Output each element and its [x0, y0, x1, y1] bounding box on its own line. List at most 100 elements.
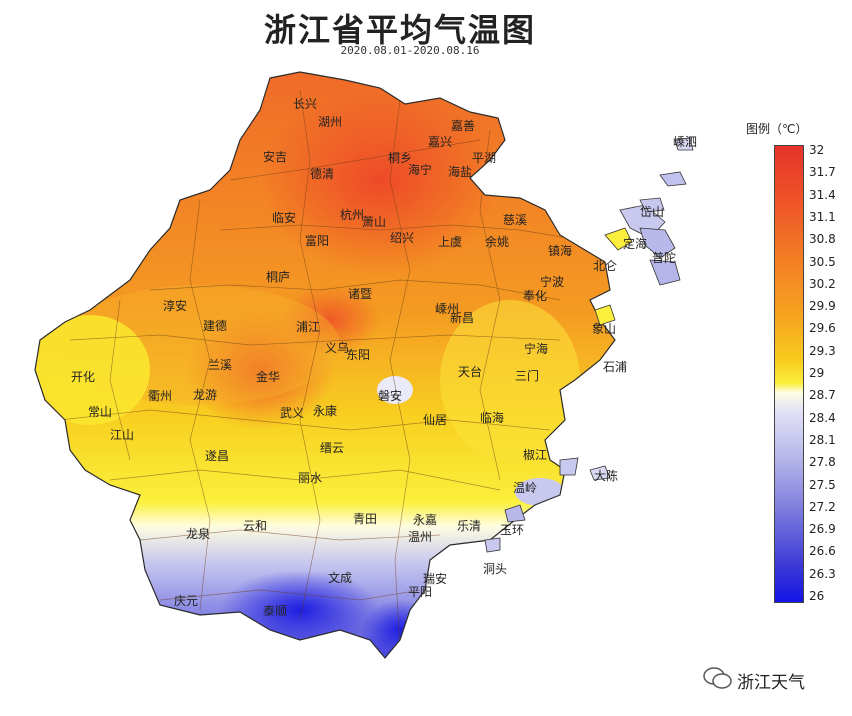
- city-label: 磐安: [378, 388, 402, 403]
- city-label: 德清: [310, 166, 334, 181]
- city-label: 泰顺: [263, 604, 287, 618]
- city-label: 新昌: [450, 310, 474, 325]
- city-label: 镇海: [548, 243, 572, 258]
- city-label: 衢州: [148, 389, 172, 403]
- city-label: 宁波: [540, 274, 564, 289]
- city-label: 平湖: [472, 150, 496, 165]
- city-label: 诸暨: [348, 287, 372, 301]
- city-label: 永康: [313, 403, 337, 418]
- city-label: 开化: [71, 370, 95, 384]
- legend-tick-label: 29: [809, 366, 825, 380]
- county-borders: [59, 89, 581, 651]
- city-label: 椒江: [523, 448, 547, 462]
- city-label: 定海: [623, 236, 647, 251]
- city-label: 桐庐: [266, 269, 290, 284]
- legend-tick-label: 30.5: [809, 254, 836, 269]
- city-label: 大陈: [594, 468, 618, 483]
- legend-tick-label: 26.6: [809, 544, 836, 559]
- legend-tick-label: 26.3: [809, 566, 836, 581]
- city-label: 建德: [203, 318, 227, 333]
- city-label: 海盐: [448, 164, 472, 179]
- city-label: 嘉善: [451, 118, 475, 133]
- city-label: 温州: [408, 530, 432, 544]
- city-label: 永嘉: [413, 513, 437, 527]
- city-label: 岱山: [640, 205, 664, 219]
- city-label: 乐清: [457, 519, 481, 533]
- legend-tick-label: 31.4: [809, 187, 836, 202]
- city-label: 平阳: [408, 585, 432, 599]
- city-label: 龙泉: [186, 527, 210, 541]
- city-label: 淳安: [163, 298, 187, 313]
- city-label: 石浦: [603, 360, 627, 374]
- city-label: 义乌: [325, 340, 349, 355]
- city-label: 普陀: [652, 250, 676, 265]
- legend-title: 图例（℃）: [746, 122, 808, 136]
- city-label: 青田: [353, 512, 377, 526]
- city-label: 海宁: [408, 162, 432, 177]
- city-label: 兰溪: [208, 358, 232, 372]
- city-label: 嘉兴: [428, 135, 452, 149]
- wechat-icon: [703, 667, 732, 689]
- legend-tick-label: 28.1: [809, 432, 836, 447]
- city-label: 浦江: [296, 320, 320, 334]
- city-label: 富阳: [305, 233, 329, 248]
- legend-tick-label: 30.8: [809, 232, 836, 247]
- watermark-label: 浙江天气: [737, 673, 805, 693]
- city-label: 天台: [458, 364, 482, 379]
- city-label: 北仑: [593, 259, 617, 273]
- legend-tick-label: 32: [809, 143, 825, 157]
- legend-tick-label: 27.5: [809, 477, 836, 492]
- legend-tick-label: 31.1: [809, 209, 836, 224]
- city-label: 洞头: [483, 562, 507, 576]
- city-label: 龙游: [193, 388, 217, 402]
- city-label: 桐乡: [388, 151, 412, 165]
- city-label: 温岭: [513, 481, 537, 495]
- city-label: 嵊州: [435, 302, 459, 316]
- city-label: 安吉: [263, 149, 287, 164]
- legend-tick-label: 27.8: [809, 455, 836, 470]
- legend-tick-label: 29.9: [809, 299, 836, 314]
- city-label: 玉环: [500, 523, 524, 537]
- map-title: 浙江省平均气温图: [263, 11, 536, 49]
- city-label: 奉化: [523, 289, 547, 303]
- legend-tick-label: 28.7: [809, 388, 836, 403]
- legend-tick-label: 29.6: [809, 321, 836, 336]
- city-label: 缙云: [320, 441, 344, 455]
- city-label: 文成: [328, 570, 352, 585]
- city-label: 常山: [88, 405, 112, 419]
- city-label: 江山: [110, 428, 134, 442]
- city-label: 遂昌: [205, 449, 229, 463]
- legend-tick-label: 27.2: [809, 499, 836, 514]
- city-label: 武义: [280, 406, 304, 420]
- legend-tick-label: 31.7: [809, 165, 836, 180]
- city-label: 嵊泗: [673, 135, 697, 149]
- legend-color-bar: [774, 145, 804, 603]
- legend-tick-label: 29.3: [809, 343, 836, 358]
- city-label: 金华: [256, 369, 280, 384]
- city-label: 杭州: [340, 207, 364, 222]
- legend-tick-label: 30.2: [809, 276, 836, 291]
- city-label: 三门: [515, 368, 539, 383]
- legend-tick-label: 28.4: [809, 410, 836, 425]
- city-label: 临安: [272, 210, 296, 225]
- city-label: 临海: [480, 410, 504, 425]
- city-label: 长兴: [293, 97, 317, 111]
- city-label: 余姚: [485, 234, 509, 249]
- city-label: 上虞: [438, 235, 462, 249]
- islands: [484, 137, 694, 553]
- legend-tick-label: 26: [809, 589, 825, 603]
- date-range: 2020.08.01-2020.08.16: [340, 44, 480, 57]
- city-label: 绍兴: [390, 231, 414, 245]
- city-label: 丽水: [298, 471, 322, 485]
- city-label: 云和: [243, 519, 267, 533]
- city-label: 东阳: [346, 348, 370, 362]
- city-label: 庆元: [174, 594, 198, 608]
- legend-tick-label: 26.9: [809, 522, 836, 537]
- city-label: 象山: [592, 322, 616, 336]
- city-label: 宁海: [524, 341, 548, 356]
- city-label: 湖州: [318, 114, 342, 129]
- city-label: 仙居: [423, 413, 447, 427]
- city-label: 慈溪: [503, 212, 527, 227]
